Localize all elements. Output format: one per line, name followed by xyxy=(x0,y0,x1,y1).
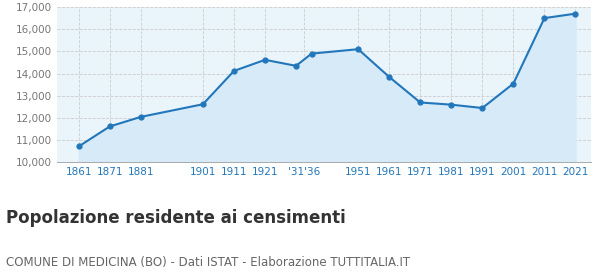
Text: Popolazione residente ai censimenti: Popolazione residente ai censimenti xyxy=(6,209,346,227)
Text: COMUNE DI MEDICINA (BO) - Dati ISTAT - Elaborazione TUTTITALIA.IT: COMUNE DI MEDICINA (BO) - Dati ISTAT - E… xyxy=(6,256,410,269)
